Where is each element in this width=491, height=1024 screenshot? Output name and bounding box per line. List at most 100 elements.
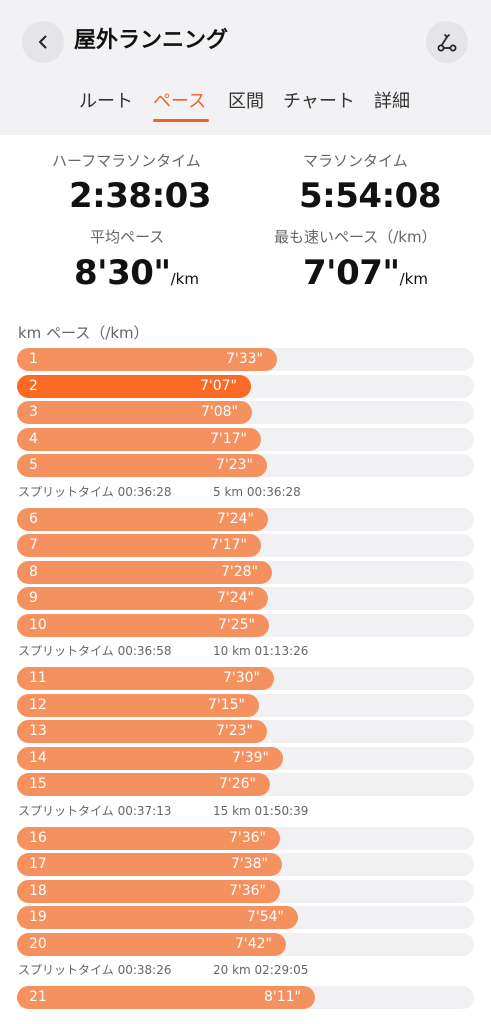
pace-row: 5 7'23" — [17, 454, 474, 477]
tab-chart[interactable]: チャート — [283, 91, 355, 112]
pace-row: 3 7'08" — [17, 401, 474, 424]
active-tab-indicator — [153, 119, 209, 122]
km-label: 21 — [29, 989, 47, 1005]
cumulative-time: 15 km 01:50:39 — [213, 803, 309, 818]
pace-bar — [17, 694, 259, 717]
pace-value: 7'24" — [216, 511, 254, 527]
km-label: 11 — [29, 670, 47, 686]
route-button[interactable] — [426, 21, 468, 63]
split-time-row: スプリットタイム 00:36:28 5 km 00:36:28 — [18, 482, 301, 502]
pace-value: 7'17" — [209, 431, 247, 447]
km-label: 8 — [29, 564, 38, 580]
chevron-left-icon — [39, 35, 47, 49]
pace-value: 7'28" — [220, 564, 258, 580]
tab-bar: ルート ペース 区間 チャート 詳細 — [0, 88, 491, 124]
pace-summary: ハーフマラソンタイム 2:38:03 マラソンタイム 5:54:08 平均ペース… — [0, 135, 491, 315]
pace-value: 7'23" — [215, 457, 253, 473]
pace-row: 17 7'38" — [17, 853, 474, 876]
pace-bar — [17, 747, 283, 770]
pace-bar — [17, 534, 261, 557]
avg-pace-value: 8'30" — [74, 253, 171, 293]
pace-bar — [17, 428, 261, 451]
pace-value: 7'23" — [215, 723, 253, 739]
pace-bar — [17, 587, 268, 610]
pace-row: 14 7'39" — [17, 747, 474, 770]
km-label: 2 — [29, 378, 38, 394]
pace-bar — [17, 614, 269, 637]
half-marathon-value: 2:38:03 — [69, 176, 211, 216]
tab-route[interactable]: ルート — [79, 91, 133, 112]
pace-value: 7'07" — [199, 378, 237, 394]
pace-value: 7'42" — [234, 936, 272, 952]
pace-bar-fastest — [17, 375, 251, 398]
split-time: スプリットタイム 00:36:28 — [18, 484, 172, 499]
pace-bar — [17, 667, 274, 690]
km-label: 13 — [29, 723, 47, 739]
km-label: 10 — [29, 617, 47, 633]
pace-row: 19 7'54" — [17, 906, 474, 929]
pace-value: 7'26" — [218, 776, 256, 792]
pace-bar — [17, 986, 315, 1009]
pace-bar — [17, 508, 268, 531]
km-label: 17 — [29, 856, 47, 872]
pace-row: 13 7'23" — [17, 720, 474, 743]
km-label: 4 — [29, 431, 38, 447]
fastest-pace-value: 7'07" — [303, 253, 400, 293]
pace-bar — [17, 348, 277, 371]
pace-value: 7'30" — [222, 670, 260, 686]
km-label: 1 — [29, 351, 38, 367]
pace-row: 21 8'11" — [17, 986, 474, 1009]
pace-list-header: km ペース（/km） — [18, 324, 149, 342]
pace-row: 6 7'24" — [17, 508, 474, 531]
km-label: 16 — [29, 830, 47, 846]
pace-row: 12 7'15" — [17, 694, 474, 717]
pace-value: 7'17" — [209, 537, 247, 553]
pace-value: 7'36" — [228, 830, 266, 846]
pace-bar — [17, 401, 252, 424]
pace-bar — [17, 720, 267, 743]
km-label: 14 — [29, 750, 47, 766]
pace-value: 7'15" — [207, 697, 245, 713]
top-bar: 屋外ランニング ルート ペース 区間 チャート 詳細 — [0, 0, 491, 135]
back-button[interactable] — [22, 21, 64, 63]
pace-value: 7'39" — [231, 750, 269, 766]
split-time-row: スプリットタイム 00:37:13 15 km 01:50:39 — [18, 801, 308, 821]
fastest-pace-unit: /km — [399, 270, 428, 288]
split-time: スプリットタイム 00:36:58 — [18, 644, 172, 658]
km-label: 3 — [29, 404, 38, 420]
km-label: 18 — [29, 883, 47, 899]
fastest-pace-label: 最も速いペース（/km） — [274, 228, 437, 246]
km-label: 20 — [29, 936, 47, 952]
marathon-label: マラソンタイム — [303, 152, 408, 170]
route-icon — [437, 34, 457, 52]
pace-bar — [17, 933, 286, 956]
pace-row: 20 7'42" — [17, 933, 474, 956]
tab-pace[interactable]: ペース — [153, 91, 207, 112]
pace-bar — [17, 827, 280, 850]
pace-bar — [17, 773, 270, 796]
pace-row: 10 7'25" — [17, 614, 474, 637]
avg-pace: 8'30"/km — [74, 253, 199, 299]
split-time-row: スプリットタイム 00:38:26 20 km 02:29:05 — [18, 960, 308, 980]
km-label: 12 — [29, 697, 47, 713]
pace-value: 7'38" — [230, 856, 268, 872]
page-title: 屋外ランニング — [74, 28, 229, 53]
pace-row: 18 7'36" — [17, 880, 474, 903]
tab-section[interactable]: 区間 — [228, 91, 264, 112]
pace-bar — [17, 880, 280, 903]
pace-value: 7'24" — [216, 590, 254, 606]
km-label: 19 — [29, 909, 47, 925]
pace-row: 1 7'33" — [17, 348, 474, 371]
split-time: スプリットタイム 00:38:26 — [18, 963, 172, 977]
pace-value: 7'54" — [246, 909, 284, 925]
cumulative-time: 5 km 00:36:28 — [213, 484, 301, 499]
cumulative-time: 20 km 02:29:05 — [213, 963, 309, 977]
pace-row: 7 7'17" — [17, 534, 474, 557]
pace-row: 2 7'07" — [17, 375, 474, 398]
pace-row: 16 7'36" — [17, 827, 474, 850]
tab-details[interactable]: 詳細 — [374, 91, 410, 112]
pace-value: 7'33" — [225, 351, 263, 367]
pace-row: 11 7'30" — [17, 667, 474, 690]
km-label: 7 — [29, 537, 38, 553]
pace-row: 4 7'17" — [17, 428, 474, 451]
